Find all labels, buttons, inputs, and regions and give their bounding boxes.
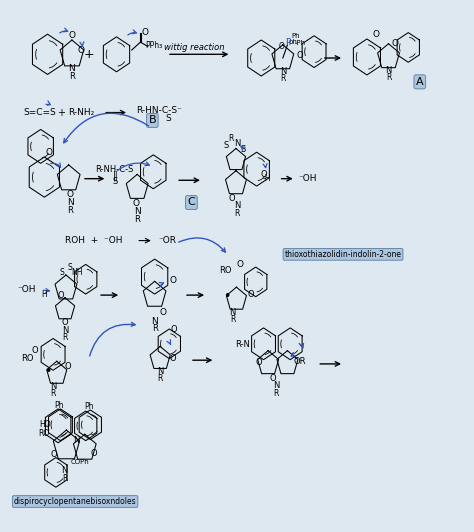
Text: S: S xyxy=(223,141,228,150)
Text: Ph: Ph xyxy=(85,402,94,411)
Text: RO: RO xyxy=(219,265,232,275)
Text: R: R xyxy=(230,315,236,325)
Text: B: B xyxy=(148,115,156,126)
Text: R: R xyxy=(386,73,391,82)
Text: ph: ph xyxy=(288,39,297,45)
Text: R-NH-C-S: R-NH-C-S xyxy=(95,164,133,173)
Text: R: R xyxy=(50,389,56,398)
Text: O: O xyxy=(68,31,75,40)
Text: +: + xyxy=(57,107,65,118)
Text: OR: OR xyxy=(293,357,306,366)
Text: HO: HO xyxy=(39,420,51,429)
Text: O: O xyxy=(46,148,53,157)
Text: R: R xyxy=(273,388,279,397)
Text: S: S xyxy=(60,268,64,277)
Text: O: O xyxy=(229,194,236,203)
Text: COPh: COPh xyxy=(71,459,90,465)
Text: O: O xyxy=(373,30,380,39)
Text: O: O xyxy=(392,39,399,48)
Text: dispirocyclopentanebisoxndoles: dispirocyclopentanebisoxndoles xyxy=(14,497,137,506)
Text: O: O xyxy=(260,170,267,179)
Text: thioxothiazolidin-indolin-2-one: thioxothiazolidin-indolin-2-one xyxy=(284,250,401,259)
Text: R-NH₂: R-NH₂ xyxy=(68,108,94,117)
Text: NH: NH xyxy=(72,268,83,277)
Text: N: N xyxy=(62,326,68,335)
Text: O: O xyxy=(32,346,38,355)
Text: O: O xyxy=(171,325,177,334)
Text: R: R xyxy=(62,474,67,483)
Text: •: • xyxy=(44,365,51,378)
Text: N: N xyxy=(273,381,280,390)
Text: N: N xyxy=(229,308,236,317)
Text: RO: RO xyxy=(21,354,33,363)
Text: N: N xyxy=(73,436,80,445)
Text: O: O xyxy=(91,449,97,458)
Text: Ph: Ph xyxy=(55,401,64,410)
Text: N: N xyxy=(280,66,286,76)
Text: R: R xyxy=(280,74,285,83)
Text: •: • xyxy=(224,290,231,303)
Text: O: O xyxy=(269,373,276,383)
Text: R: R xyxy=(134,215,140,224)
Text: O: O xyxy=(66,189,73,198)
Text: Ph: Ph xyxy=(292,33,300,39)
Text: N: N xyxy=(67,198,73,207)
Text: R-N: R-N xyxy=(236,340,250,349)
Text: O: O xyxy=(255,358,262,367)
Text: RO: RO xyxy=(38,429,49,438)
Text: R: R xyxy=(152,324,157,333)
Text: N: N xyxy=(151,317,158,326)
Text: R: R xyxy=(228,134,234,143)
Text: O: O xyxy=(50,451,57,460)
Text: -Ph: -Ph xyxy=(295,40,306,46)
Text: O: O xyxy=(142,28,149,37)
Text: O: O xyxy=(57,290,64,300)
Text: N: N xyxy=(134,207,141,216)
Text: wittig reaction: wittig reaction xyxy=(164,44,225,53)
Text: ROH  +  ⁻OH: ROH + ⁻OH xyxy=(65,236,122,245)
Text: S=C=S: S=C=S xyxy=(23,108,55,117)
Text: O: O xyxy=(77,46,84,55)
Text: N: N xyxy=(385,65,392,74)
Text: O: O xyxy=(170,354,176,363)
Text: H: H xyxy=(42,290,47,299)
Text: PPh₃: PPh₃ xyxy=(146,41,163,51)
Text: ‖: ‖ xyxy=(113,171,118,181)
Text: R: R xyxy=(157,374,163,383)
Text: S: S xyxy=(165,114,171,123)
Text: S: S xyxy=(67,263,72,271)
Text: N: N xyxy=(69,64,75,73)
Text: C: C xyxy=(188,197,195,207)
Text: A: A xyxy=(416,77,424,87)
Text: O: O xyxy=(159,308,166,317)
Text: O: O xyxy=(279,42,285,51)
Text: N: N xyxy=(234,139,240,148)
Text: N: N xyxy=(50,381,56,390)
Text: ⁻OH: ⁻OH xyxy=(298,174,317,183)
Text: S: S xyxy=(112,177,118,186)
Text: O: O xyxy=(132,199,139,208)
Text: P: P xyxy=(285,38,290,47)
Text: S: S xyxy=(241,145,246,154)
Text: R-HN-C-S⁻: R-HN-C-S⁻ xyxy=(137,106,182,115)
Text: O: O xyxy=(236,261,243,269)
Text: R: R xyxy=(63,333,68,342)
Text: R: R xyxy=(69,72,75,81)
Text: ⁻OR: ⁻OR xyxy=(158,236,176,245)
Text: O: O xyxy=(170,276,176,285)
Text: O: O xyxy=(62,318,68,327)
Text: O: O xyxy=(296,51,303,60)
Text: N: N xyxy=(62,467,68,475)
Text: N: N xyxy=(157,367,164,376)
Text: ⁻OH: ⁻OH xyxy=(18,285,36,294)
Text: +: + xyxy=(83,48,94,61)
Text: R: R xyxy=(234,209,239,218)
Text: O: O xyxy=(248,290,255,299)
Text: N: N xyxy=(234,201,240,210)
Text: O: O xyxy=(65,362,72,371)
Text: -H: -H xyxy=(263,173,272,182)
Text: R: R xyxy=(67,206,73,215)
